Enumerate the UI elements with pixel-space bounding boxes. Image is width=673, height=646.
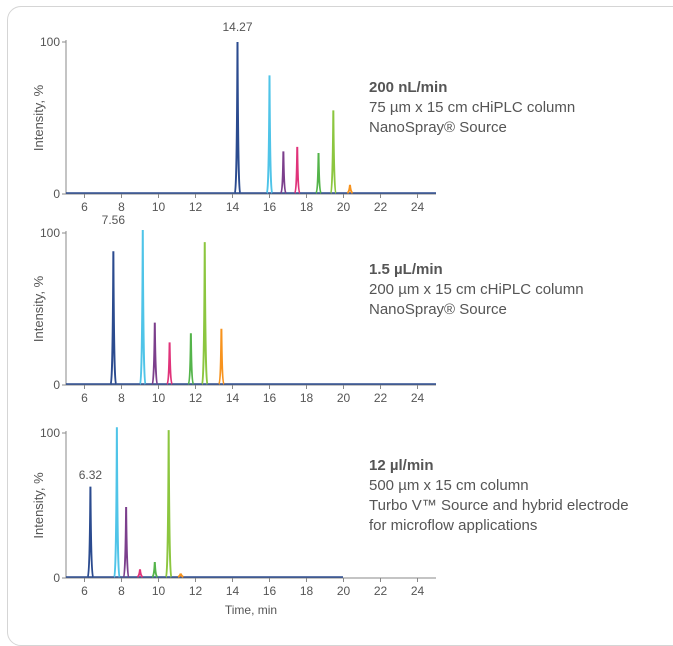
chromatogram-peak bbox=[139, 229, 147, 385]
x-tick-label: 20 bbox=[337, 584, 351, 598]
x-tick-label: 10 bbox=[152, 584, 166, 598]
x-tick-label: 6 bbox=[81, 584, 88, 598]
x-tick-label: 18 bbox=[300, 200, 314, 214]
chromatogram-peak bbox=[86, 486, 95, 578]
x-tick-label: 18 bbox=[300, 391, 314, 405]
y-tick-label: 0 bbox=[53, 378, 60, 392]
x-tick-label: 12 bbox=[189, 200, 203, 214]
description-line: NanoSpray® Source bbox=[369, 301, 507, 318]
chromatogram-peak bbox=[109, 251, 117, 385]
x-tick-label: 14 bbox=[226, 584, 240, 598]
x-tick-label: 14 bbox=[226, 200, 240, 214]
y-tick-label: 100 bbox=[40, 426, 60, 440]
chart-panel-3: 0 100 Intensity, % 6 8 10 12 14 16 18 20 22 24 Time, … bbox=[31, 426, 629, 617]
chromatogram-peak bbox=[177, 573, 184, 578]
x-tick-label: 24 bbox=[411, 391, 425, 405]
y-tick-label: 0 bbox=[53, 571, 60, 585]
peak-annotation: 14.27 bbox=[222, 20, 252, 34]
description-line: 75 µm x 15 cm cHiPLC column bbox=[369, 99, 575, 116]
x-tick-label: 8 bbox=[118, 200, 125, 214]
chart-panel-1: 0 100 Intensity, % 6 8 10 12 14 16 18 20 22 24 14.27 2… bbox=[31, 20, 575, 214]
x-tick-label: 16 bbox=[263, 584, 277, 598]
x-axis-label: Time, min bbox=[225, 603, 277, 617]
chromatogram-peak bbox=[165, 430, 173, 578]
chromatogram-peak bbox=[201, 242, 209, 385]
flow-rate-title: 12 µl/min bbox=[369, 457, 434, 474]
description-line: 200 µm x 15 cm cHiPLC column bbox=[369, 281, 584, 298]
description-line: NanoSpray® Source bbox=[369, 119, 507, 136]
chromatogram-peak bbox=[233, 41, 242, 194]
x-tick-label: 10 bbox=[152, 200, 166, 214]
x-tick-label: 22 bbox=[374, 200, 388, 214]
y-axis-label: Intensity, % bbox=[31, 472, 46, 539]
chromatogram-peak bbox=[329, 110, 337, 194]
x-tick-label: 20 bbox=[337, 391, 351, 405]
x-tick-label: 24 bbox=[411, 584, 425, 598]
y-axis-label: Intensity, % bbox=[31, 84, 46, 151]
y-tick-label: 100 bbox=[40, 35, 60, 49]
x-tick-label: 6 bbox=[81, 200, 88, 214]
x-tick-label: 6 bbox=[81, 391, 88, 405]
x-tick-label: 8 bbox=[118, 391, 125, 405]
chromatogram-peak bbox=[151, 562, 159, 578]
peak-annotation: 7.56 bbox=[102, 213, 126, 227]
peak-annotation: 6.32 bbox=[79, 468, 103, 482]
x-tick-label: 10 bbox=[152, 391, 166, 405]
x-tick-label: 16 bbox=[263, 200, 277, 214]
x-tick-label: 24 bbox=[411, 200, 425, 214]
chromatogram-peak bbox=[122, 506, 130, 578]
chromatogram-peak bbox=[113, 427, 121, 578]
y-axis-label: Intensity, % bbox=[31, 275, 46, 342]
flow-rate-title: 200 nL/min bbox=[369, 79, 447, 96]
chromatogram-peak bbox=[279, 151, 287, 194]
chromatogram-peak bbox=[293, 146, 301, 194]
y-tick-label: 100 bbox=[40, 226, 60, 240]
chromatogram-peak bbox=[136, 569, 144, 578]
description-line: 500 µm x 15 cm column bbox=[369, 477, 529, 494]
chromatogram-peak bbox=[151, 322, 159, 385]
x-tick-label: 16 bbox=[263, 391, 277, 405]
x-tick-label: 20 bbox=[337, 200, 351, 214]
chromatogram-peak bbox=[187, 333, 195, 385]
x-tick-label: 14 bbox=[226, 391, 240, 405]
description-line: for microflow applications bbox=[369, 517, 537, 534]
chromatogram-peak bbox=[346, 184, 354, 194]
x-tick-label: 18 bbox=[300, 584, 314, 598]
x-tick-label: 12 bbox=[189, 391, 203, 405]
chromatogram-peak bbox=[217, 328, 225, 385]
chromatogram-peak bbox=[265, 75, 274, 194]
flow-rate-title: 1.5 µL/min bbox=[369, 261, 443, 278]
x-tick-label: 12 bbox=[189, 584, 203, 598]
chart-panel-2: 0 100 Intensity, % 6 8 10 12 14 16 18 20 22 24 7.56 1.… bbox=[31, 213, 584, 405]
x-tick-label: 22 bbox=[374, 391, 388, 405]
y-tick-label: 0 bbox=[53, 187, 60, 201]
chromatogram-peak bbox=[315, 152, 322, 194]
chromatogram-peak bbox=[166, 342, 174, 385]
x-tick-label: 22 bbox=[374, 584, 388, 598]
description-line: Turbo V™ Source and hybrid electrode bbox=[369, 497, 629, 514]
x-tick-label: 8 bbox=[118, 584, 125, 598]
